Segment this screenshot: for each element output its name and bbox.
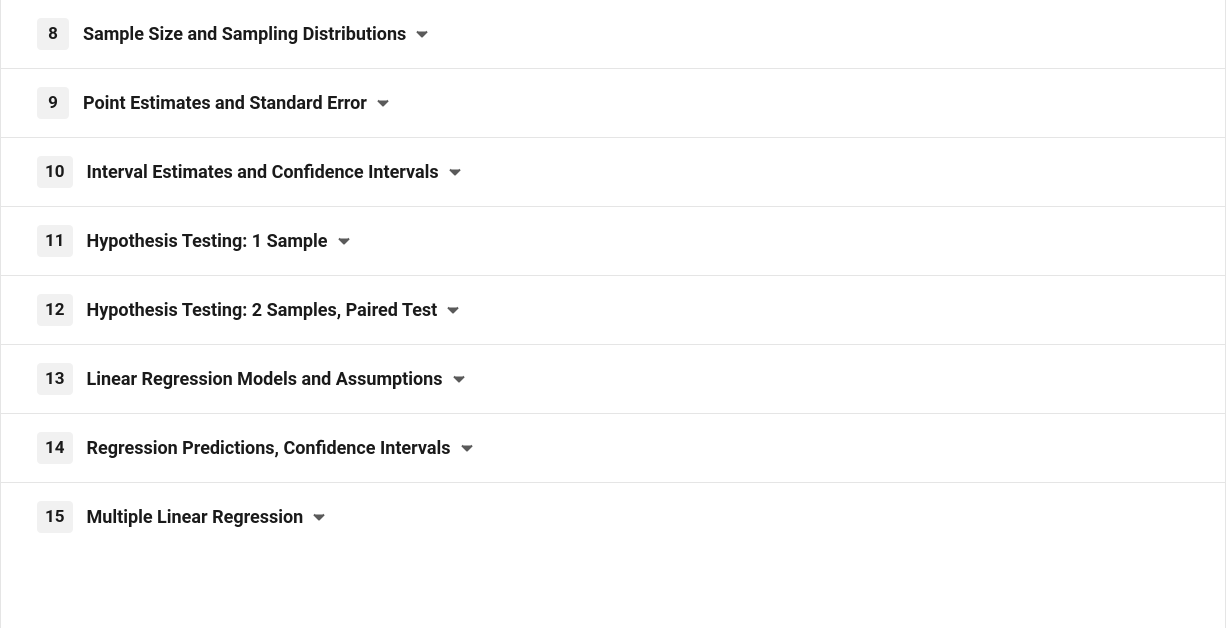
chapter-title: Multiple Linear Regression [87, 507, 304, 528]
chevron-down-icon [416, 30, 428, 38]
chapter-row[interactable]: 9 Point Estimates and Standard Error [1, 69, 1225, 138]
chapter-row[interactable]: 8 Sample Size and Sampling Distributions [1, 0, 1225, 69]
chapter-number-badge: 13 [37, 363, 73, 395]
chevron-down-icon [449, 168, 461, 176]
chapter-title: Interval Estimates and Confidence Interv… [87, 162, 439, 183]
chapter-row[interactable]: 13 Linear Regression Models and Assumpti… [1, 345, 1225, 414]
chapter-title: Hypothesis Testing: 1 Sample [87, 231, 328, 252]
chapter-number-badge: 8 [37, 18, 69, 50]
chapter-row[interactable]: 11 Hypothesis Testing: 1 Sample [1, 207, 1225, 276]
chapter-row[interactable]: 10 Interval Estimates and Confidence Int… [1, 138, 1225, 207]
chapter-title: Regression Predictions, Confidence Inter… [87, 438, 451, 459]
chevron-down-icon [453, 375, 465, 383]
chapter-title: Point Estimates and Standard Error [83, 93, 367, 114]
chapter-row[interactable]: 15 Multiple Linear Regression [1, 483, 1225, 551]
chapter-title: Sample Size and Sampling Distributions [83, 24, 406, 45]
chevron-down-icon [447, 306, 459, 314]
chapter-number-badge: 15 [37, 501, 73, 533]
chapter-number-badge: 10 [37, 156, 73, 188]
chapter-number-badge: 14 [37, 432, 73, 464]
chapter-number-badge: 11 [37, 225, 73, 257]
chapter-number-badge: 9 [37, 87, 69, 119]
chapter-list: 8 Sample Size and Sampling Distributions… [0, 0, 1226, 628]
chapter-row[interactable]: 12 Hypothesis Testing: 2 Samples, Paired… [1, 276, 1225, 345]
chevron-down-icon [461, 444, 473, 452]
chapter-title: Linear Regression Models and Assumptions [87, 369, 443, 390]
chevron-down-icon [338, 237, 350, 245]
chevron-down-icon [377, 99, 389, 107]
chapter-row[interactable]: 14 Regression Predictions, Confidence In… [1, 414, 1225, 483]
chapter-number-badge: 12 [37, 294, 73, 326]
chevron-down-icon [313, 513, 325, 521]
chapter-title: Hypothesis Testing: 2 Samples, Paired Te… [87, 300, 438, 321]
